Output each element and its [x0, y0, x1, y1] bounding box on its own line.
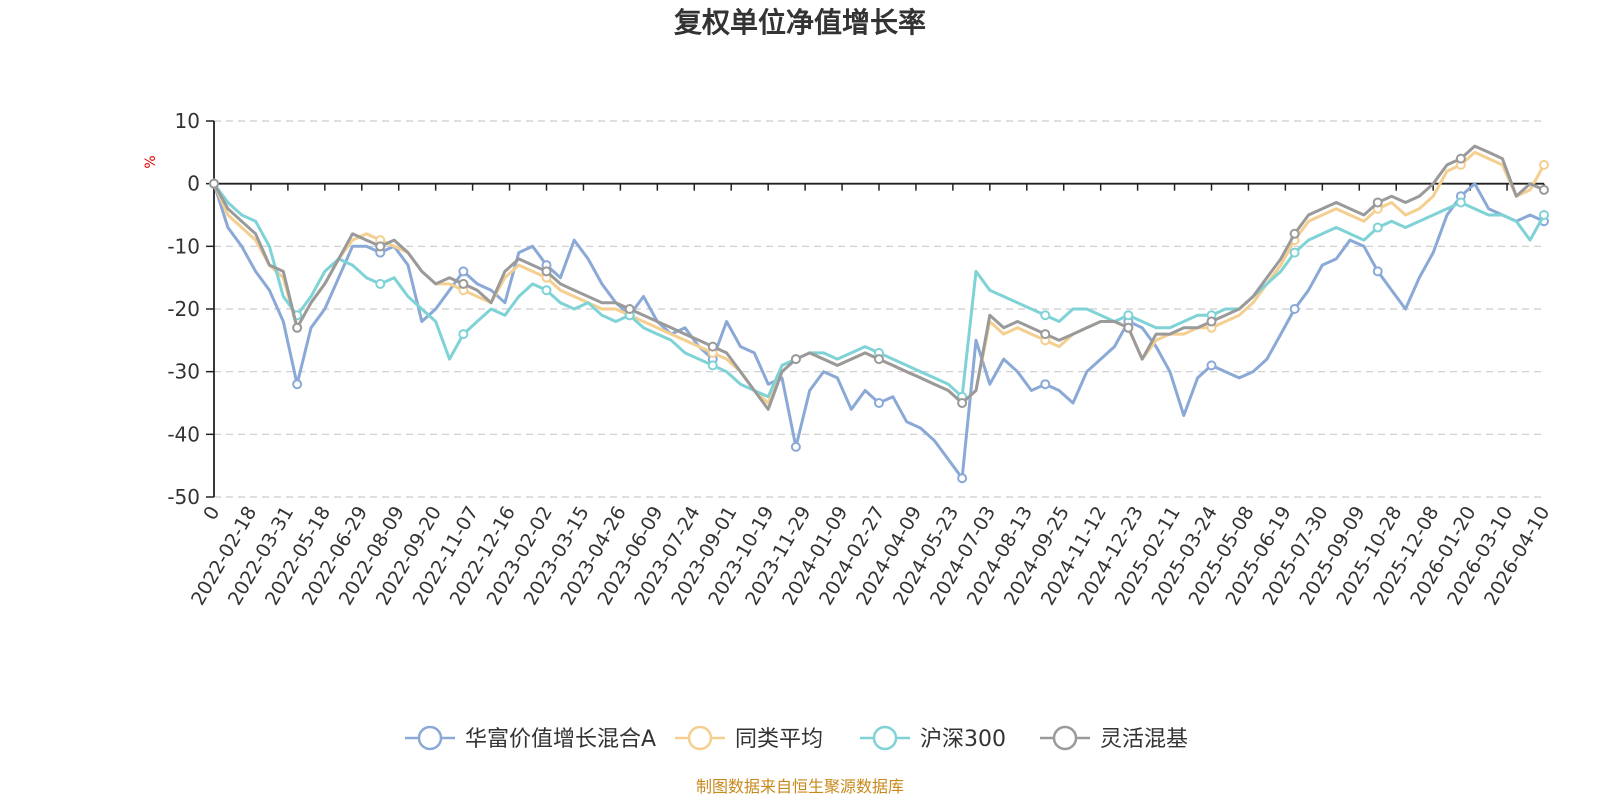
legend-item-csi300: 沪深300	[860, 725, 1006, 752]
legend-item-category: 灵活混基	[1040, 725, 1188, 752]
data-point	[790, 354, 801, 365]
legend-label: 灵活混基	[1100, 727, 1188, 752]
y-tick-label: 0	[187, 172, 200, 196]
data-point	[458, 329, 469, 340]
data-point	[1289, 304, 1300, 314]
data-point	[1206, 360, 1217, 371]
series-fund	[209, 178, 1549, 484]
data-point	[458, 278, 469, 289]
data-point	[1123, 322, 1134, 333]
source-note: 制图数据来自恒生聚源数据库	[696, 777, 904, 796]
data-point	[375, 241, 386, 252]
data-point	[874, 398, 884, 408]
data-point	[1455, 153, 1466, 164]
data-point	[541, 285, 552, 296]
legend-marker	[417, 725, 443, 751]
legend-item-peer_avg: 同类平均	[675, 725, 823, 752]
data-point	[1040, 329, 1051, 340]
series-csi300	[209, 178, 1549, 402]
data-point	[957, 473, 968, 484]
data-point	[209, 178, 219, 189]
legend-marker	[687, 725, 713, 751]
series-category	[209, 144, 1549, 411]
y-axis-ticks: 10 0 -10 -20 -30 -40 -50	[167, 109, 214, 509]
data-point	[1289, 247, 1300, 258]
data-point	[957, 398, 968, 408]
y-tick-label: 10	[175, 109, 200, 133]
x-tick-label: 0	[199, 503, 224, 524]
data-point	[1123, 310, 1134, 321]
legend-marker	[1052, 725, 1078, 751]
legend-marker	[872, 725, 898, 751]
legend: 华富价值增长混合A 同类平均 沪深300 灵活混基	[405, 725, 1188, 752]
data-point	[1372, 222, 1383, 233]
data-point	[1040, 310, 1051, 321]
data-point	[624, 304, 635, 314]
data-point	[541, 266, 552, 277]
y-tick-label: -10	[167, 234, 200, 258]
chart-title: 复权单位净值增长率	[674, 6, 926, 39]
y-tick-label: -40	[167, 422, 200, 446]
data-point	[1206, 316, 1217, 327]
y-axis-unit: %	[143, 155, 159, 168]
data-point	[292, 379, 303, 390]
series-lines	[209, 144, 1549, 484]
y-tick-label: -20	[167, 297, 200, 321]
data-point	[1455, 197, 1466, 208]
legend-label: 华富价值增长混合A	[465, 727, 656, 752]
data-point	[1539, 184, 1549, 195]
data-point	[375, 278, 386, 289]
y-tick-label: -50	[167, 485, 200, 509]
data-point	[458, 266, 469, 277]
data-point	[1040, 379, 1051, 390]
y-tick-label: -30	[167, 360, 200, 384]
data-point	[1289, 228, 1300, 239]
data-point	[790, 441, 801, 452]
data-point	[707, 360, 718, 371]
data-point	[1539, 210, 1549, 220]
grid-lines	[214, 120, 1544, 498]
data-point	[1539, 159, 1549, 170]
data-point	[1372, 266, 1383, 277]
data-point	[707, 341, 718, 352]
data-point	[1372, 197, 1383, 208]
data-point	[292, 322, 303, 333]
legend-label: 同类平均	[735, 727, 823, 752]
data-point	[874, 354, 884, 365]
legend-item-fund: 华富价值增长混合A	[405, 725, 656, 752]
legend-label: 沪深300	[920, 727, 1006, 752]
